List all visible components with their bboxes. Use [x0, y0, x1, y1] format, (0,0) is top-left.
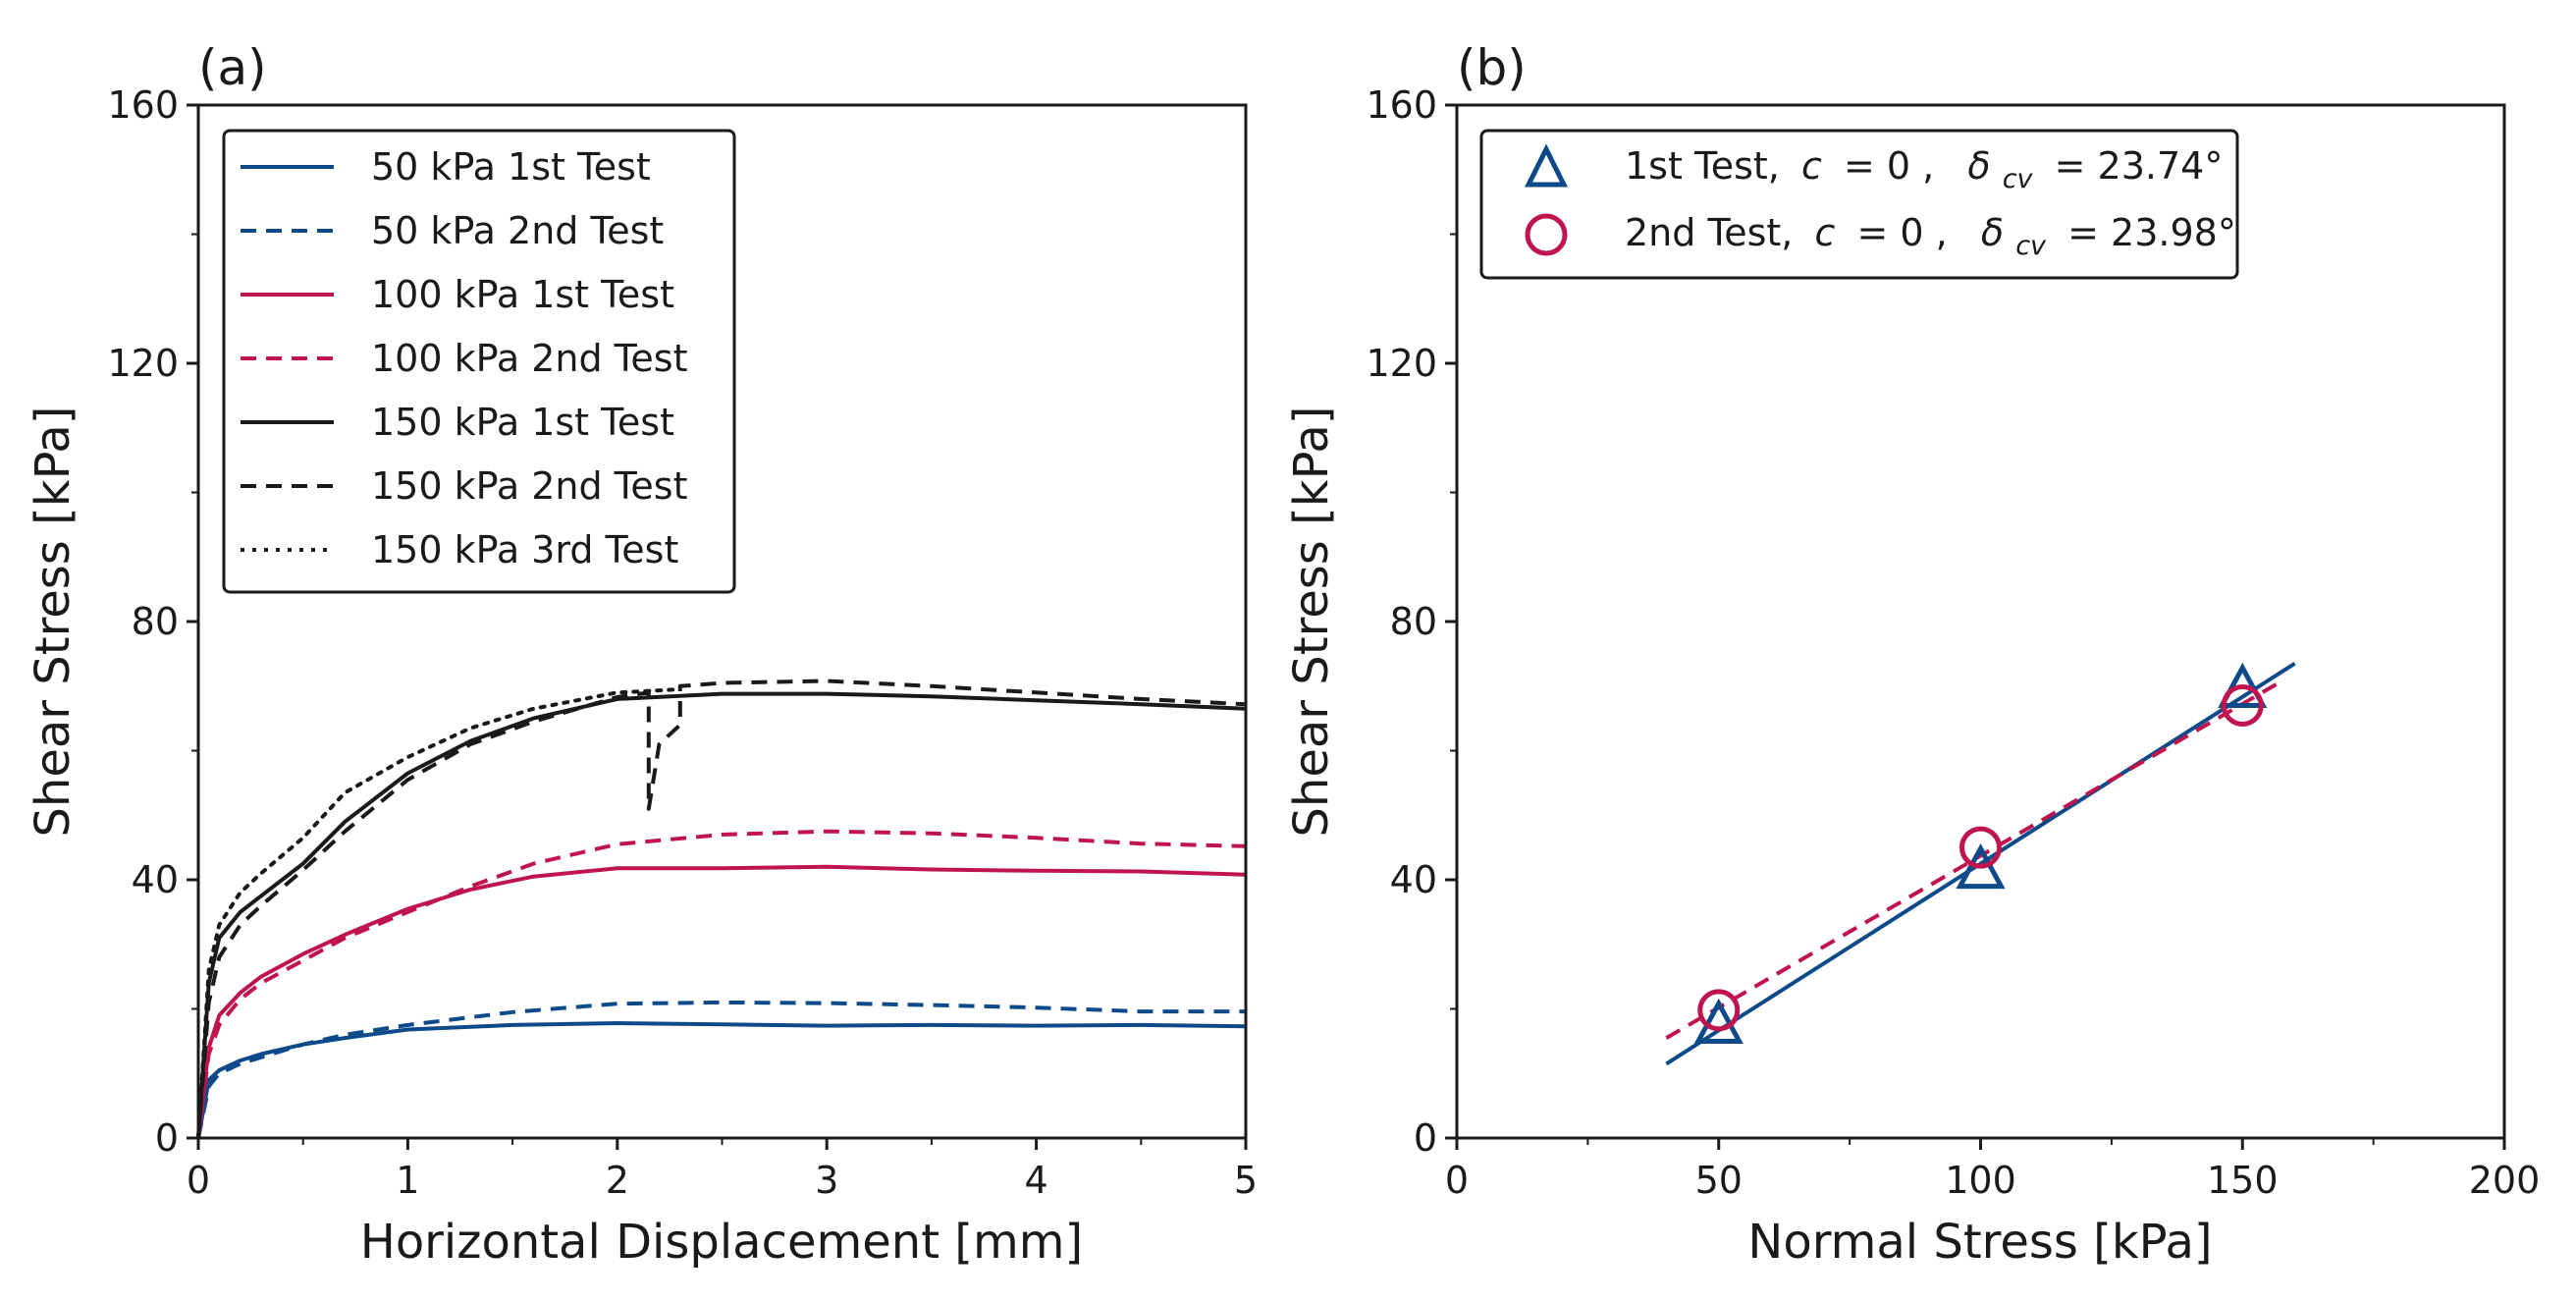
series-line-150-kpa-1st-test — [196, 691, 1247, 1139]
series-line-150-kpa-3rd-test — [196, 687, 682, 1140]
legend-label-150-kpa-1st-test: 150 kPa 1st Test — [371, 401, 674, 444]
legend-1st-c-symbol: c — [1801, 144, 1822, 188]
legend-2nd-comma: , — [1936, 211, 1948, 254]
legend-text-2nd-test: 2nd Test, c = 0 , δ cv = 23.98° — [1625, 211, 2236, 263]
panel-b-ticks: 0 50 100 150 200 0 40 80 120 160 — [1366, 83, 2540, 1202]
panel-a-xtick-label: 0 — [187, 1159, 210, 1202]
panel-b-xlabel: Normal Stress [kPa] — [1747, 1215, 2212, 1270]
panel-b-xtick-label: 0 — [1445, 1159, 1469, 1202]
panel-a-ytick-label: 120 — [107, 342, 179, 385]
legend-1st-prefix: 1st Test, — [1625, 144, 1780, 188]
legend-1st-c-equals: = — [1844, 144, 1887, 188]
panel-a-ylabel: Shear Stress [kPa] — [26, 406, 80, 837]
legend-1st-delta-symbol: δ — [1967, 144, 1990, 188]
series-line-50-kpa-2nd-test — [196, 1000, 1246, 1139]
panel-b-series-layer — [1665, 662, 2296, 1066]
series-line-150-kpa-2nd-test — [196, 678, 1247, 1139]
legend-entry-1st-test: 1st Test, c = 0 , δ cv = 23.74° — [1524, 143, 2223, 196]
legend-text-1st-test: 1st Test, c = 0 , δ cv = 23.74° — [1625, 144, 2223, 196]
point-1st-test-50 — [1693, 998, 1744, 1044]
legend-2nd-delta-value: = 23.98° — [2067, 211, 2236, 254]
panel-b-ytick-label: 80 — [1390, 600, 1437, 643]
legend-2nd-prefix: 2nd Test, — [1625, 211, 1793, 254]
panel-b-xtick-label: 200 — [2469, 1159, 2541, 1202]
point-1st-test-150 — [2218, 662, 2268, 709]
point-2nd-test-50 — [1697, 989, 1741, 1032]
legend-circle-marker-icon — [1525, 213, 1568, 256]
panel-a-xtick-label: 1 — [396, 1159, 419, 1202]
legend-1st-delta-subscript: cv — [2003, 164, 2034, 194]
legend-label-50-kpa-1st-test: 50 kPa 1st Test — [371, 145, 651, 189]
panel-b-xtick-label: 100 — [1945, 1159, 2016, 1202]
legend-label-150-kpa-3rd-test: 150 kPa 3rd Test — [371, 528, 678, 571]
panel-a-ytick-label: 80 — [132, 600, 179, 643]
panel-b-ylabel: Shear Stress [kPa] — [1284, 406, 1339, 837]
panel-a-ytick-label: 0 — [155, 1116, 179, 1160]
panel-a-label: (a) — [198, 39, 267, 96]
panel-a-series-layer — [196, 678, 1247, 1140]
panel-a-legend-entries: 50 kPa 1st Test 50 kPa 2nd Test 100 kPa 1s… — [241, 145, 687, 571]
panel-b-ytick-label: 160 — [1366, 83, 1437, 127]
panel-b-ytick-label: 120 — [1366, 342, 1437, 385]
legend-label-100-kpa-1st-test: 100 kPa 1st Test — [371, 273, 674, 316]
panel-b-legend: 1st Test, c = 0 , δ cv = 23.74° 2nd Test… — [1479, 129, 2239, 280]
panel-a-ticks: 0 1 2 3 4 5 0 40 80 120 160 — [107, 83, 1258, 1202]
panel-b-legend-box — [1479, 129, 2239, 280]
panel-a-ytick-label: 160 — [107, 83, 179, 127]
panel-a-legend: 50 kPa 1st Test 50 kPa 2nd Test 100 kPa 1s… — [222, 129, 736, 594]
legend-label-150-kpa-2nd-test: 150 kPa 2nd Test — [371, 464, 687, 508]
legend-entry-2nd-test: 2nd Test, c = 0 , δ cv = 23.98° — [1525, 211, 2236, 263]
panel-b-ytick-label: 0 — [1414, 1116, 1437, 1160]
panel-a-xlabel: Horizontal Displacement [mm] — [360, 1215, 1084, 1270]
panel-b-ytick-label: 40 — [1390, 858, 1437, 901]
legend-label-50-kpa-2nd-test: 50 kPa 2nd Test — [371, 209, 664, 252]
panel-b-xtick-label: 50 — [1695, 1159, 1743, 1202]
panel-a: (a) 0 1 2 3 4 5 0 40 80 120 160 Horizontal Displac… — [26, 39, 1258, 1270]
panel-a-xtick-label: 5 — [1234, 1159, 1258, 1202]
panel-b: (b) 0 50 100 150 200 0 40 80 120 160 Normal Stres… — [1284, 39, 2540, 1270]
legend-2nd-delta-symbol: δ — [1981, 211, 2004, 254]
legend-label-100-kpa-2nd-test: 100 kPa 2nd Test — [371, 337, 687, 380]
panel-b-label: (b) — [1457, 39, 1527, 96]
legend-1st-comma: , — [1922, 144, 1934, 188]
panel-a-xtick-label: 4 — [1025, 1159, 1048, 1202]
series-line-50-kpa-1st-test — [196, 1021, 1247, 1139]
panel-a-xtick-label: 2 — [606, 1159, 629, 1202]
legend-2nd-c-value: 0 — [1900, 211, 1923, 254]
series-line-100-kpa-2nd-test — [196, 829, 1247, 1139]
legend-1st-delta-value: = 23.74° — [2055, 144, 2224, 188]
point-2nd-test-100 — [1959, 826, 2002, 869]
legend-1st-c-value: 0 — [1887, 144, 1910, 188]
panel-b-xtick-label: 150 — [2207, 1159, 2279, 1202]
legend-triangle-marker-icon — [1524, 143, 1569, 188]
legend-2nd-delta-subscript: cv — [2015, 231, 2047, 261]
panel-a-ytick-label: 40 — [132, 858, 179, 901]
legend-2nd-c-symbol: c — [1814, 211, 1835, 254]
point-2nd-test-150 — [2221, 683, 2264, 727]
panel-a-legend-box — [222, 129, 736, 594]
series-line-100-kpa-1st-test — [196, 864, 1247, 1139]
fit-line-2nd-test — [1665, 678, 2285, 1040]
panel-a-xtick-label: 3 — [815, 1159, 838, 1202]
point-1st-test-100 — [1956, 842, 2006, 890]
legend-2nd-c-equals: = — [1856, 211, 1900, 254]
fit-line-1st-test — [1665, 662, 2296, 1066]
